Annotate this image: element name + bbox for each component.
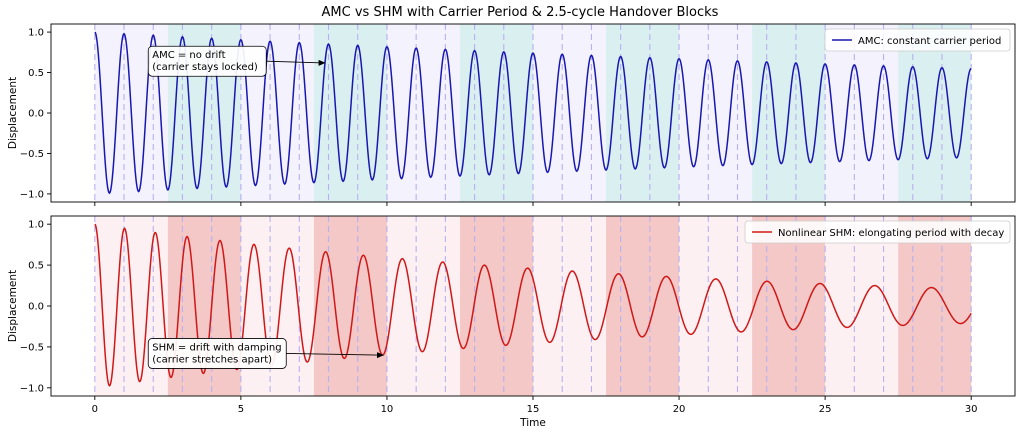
handover-block — [386, 216, 460, 396]
handover-block-highlight — [606, 216, 680, 396]
y-tick-label: −0.5 — [20, 149, 44, 160]
x-tick-label: 0 — [92, 404, 98, 415]
plot-area — [94, 216, 972, 396]
annotation-text: (carrier stays locked) — [152, 62, 258, 73]
x-tick-label: 5 — [238, 404, 244, 415]
handover-block-highlight — [459, 216, 533, 396]
x-tick-label: 30 — [965, 404, 978, 415]
y-tick-label: −1.0 — [20, 189, 44, 200]
x-tick-label: 15 — [527, 404, 540, 415]
handover-block — [679, 216, 753, 396]
y-tick-label: 0.5 — [28, 68, 44, 79]
legend-label: Nonlinear SHM: elongating period with de… — [778, 228, 1004, 239]
annotation-arrowhead — [318, 59, 326, 66]
annotation: SHM = drift with damping(carrier stretch… — [147, 338, 385, 369]
bottom-panel-shm: −1.0 −0.5 0.0 0.5 1.0 0 5 10 15 20 25 30 Displacemen… — [7, 215, 1016, 429]
legend: Nonlinear SHM: elongating period with de… — [744, 220, 1011, 244]
annotation-box — [147, 338, 287, 369]
x-tick-label: 25 — [819, 404, 832, 415]
handover-block-highlight — [898, 216, 972, 396]
x-axis-label: Time — [519, 417, 546, 429]
y-tick-label: 1.0 — [28, 28, 44, 39]
series-line — [94, 31, 972, 195]
handover-block-highlight — [752, 216, 826, 396]
legend: AMC: constant carrier period — [824, 28, 1011, 52]
y-tick-label: −1.0 — [20, 383, 44, 394]
annotation-text: AMC = no drift — [152, 50, 225, 61]
annotation-text: SHM = drift with damping — [152, 342, 281, 353]
y-tick-label: 0.0 — [28, 302, 44, 313]
annotation: AMC = no drift(carrier stays locked) — [147, 45, 326, 77]
annotation-arrowhead — [377, 352, 385, 359]
legend-label: AMC: constant carrier period — [858, 36, 1001, 47]
x-tick-label: 10 — [381, 404, 394, 415]
annotation-arrow — [266, 60, 320, 64]
figure-title: AMC vs SHM with Carrier Period & 2.5-cyc… — [322, 5, 719, 20]
y-axis-label: Displacement — [7, 270, 19, 342]
top-panel-amc: −1.0 −0.5 0.0 0.5 1.0 Displacement AMC: consta… — [7, 23, 1016, 206]
annotation-box — [147, 45, 267, 77]
handover-block — [533, 216, 607, 396]
x-tick-label: 20 — [673, 404, 686, 415]
y-tick-label: 1.0 — [28, 220, 44, 231]
legend-box — [824, 28, 1011, 52]
y-tick-label: 0.5 — [28, 261, 44, 272]
y-tick-label: −0.5 — [20, 342, 44, 353]
y-axis-label: Displacement — [7, 77, 19, 149]
handover-block — [240, 216, 314, 396]
y-tick-label: 0.0 — [28, 109, 44, 120]
annotation-text: (carrier stretches apart) — [152, 354, 272, 365]
annotation-arrow — [286, 353, 379, 356]
handover-block-highlight — [313, 216, 387, 396]
legend-box — [744, 220, 1011, 244]
